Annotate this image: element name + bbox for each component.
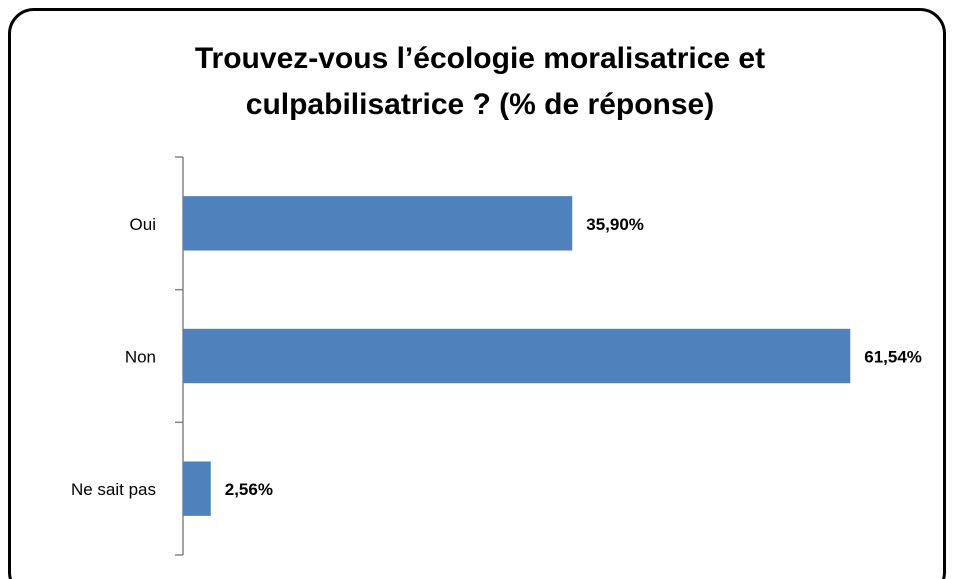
bar (183, 461, 211, 516)
bar (183, 328, 851, 384)
data-label: 2,56% (225, 480, 273, 499)
y-tick-label: Ne sait pas (71, 480, 156, 499)
chart-title: Trouvez-vous l’écologie moralisatrice et… (194, 42, 766, 121)
chart-frame (8, 8, 946, 579)
data-label: 61,54% (864, 347, 922, 366)
bar (183, 196, 573, 251)
y-tick-label: Oui (130, 215, 156, 234)
y-tick-label: Non (125, 347, 156, 366)
data-label: 35,90% (586, 215, 644, 234)
